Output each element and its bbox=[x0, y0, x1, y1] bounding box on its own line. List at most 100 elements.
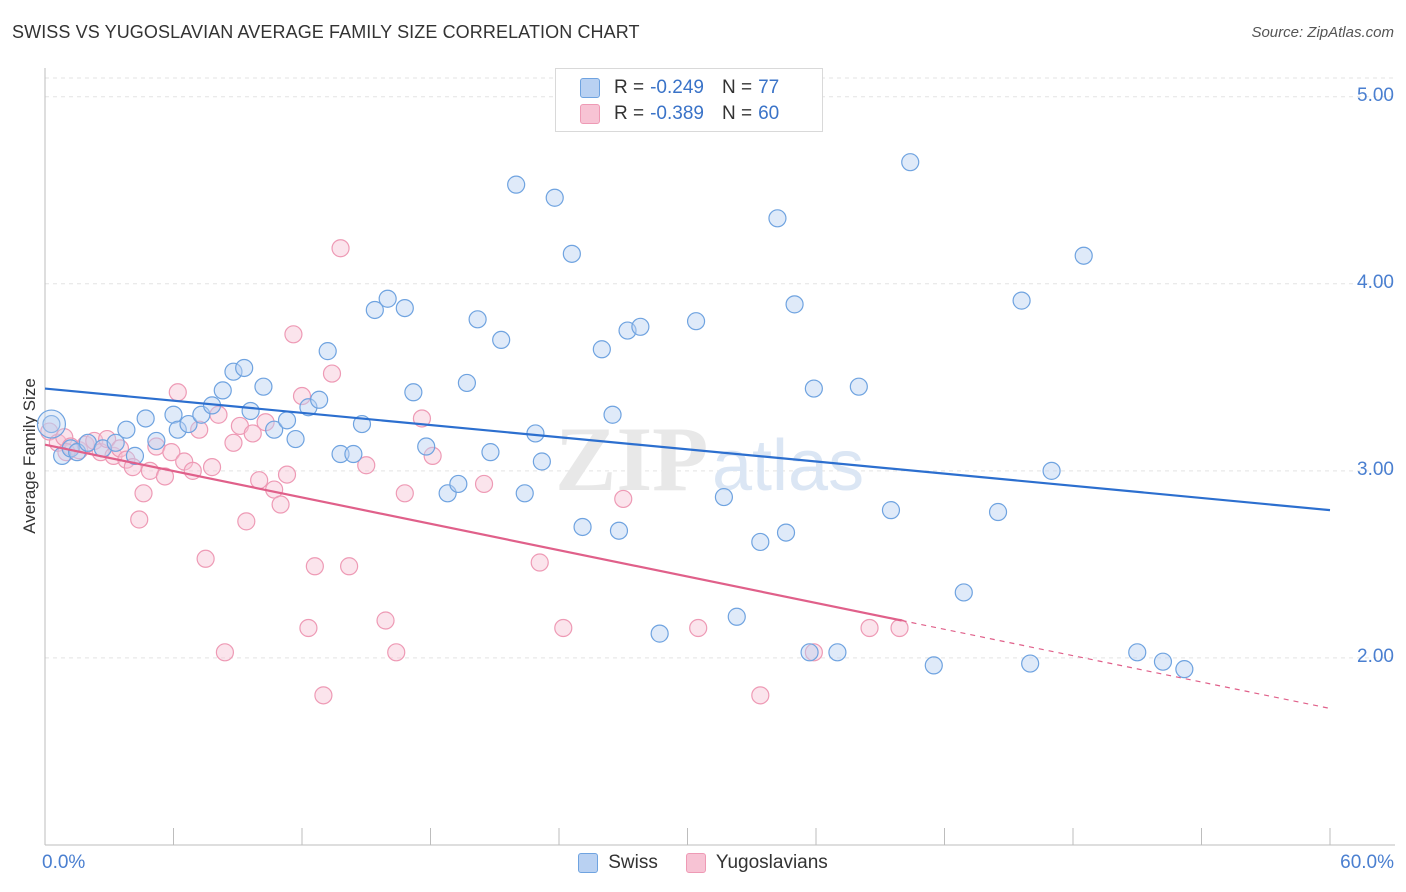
y-tick-label: 5.00 bbox=[1357, 84, 1394, 106]
data-point-swiss bbox=[954, 583, 973, 602]
data-point-swiss bbox=[785, 295, 804, 314]
data-point-yugoslavians bbox=[423, 446, 442, 465]
data-point-swiss bbox=[603, 405, 622, 424]
data-point-swiss bbox=[1074, 246, 1093, 265]
data-point-swiss bbox=[449, 474, 468, 494]
y-tick-label: 4.00 bbox=[1357, 271, 1394, 293]
data-point-yugoslavians bbox=[314, 686, 333, 705]
data-point-yugoslavians bbox=[130, 510, 149, 529]
data-point-yugoslavians bbox=[237, 512, 256, 531]
data-point-swiss bbox=[881, 501, 901, 520]
n-value: 60 bbox=[758, 103, 780, 124]
data-point-yugoslavians bbox=[340, 557, 359, 576]
trend-line-swiss bbox=[44, 387, 1331, 512]
data-point-swiss bbox=[988, 502, 1008, 522]
data-point-swiss bbox=[1175, 660, 1194, 679]
data-point-yugoslavians bbox=[395, 484, 414, 503]
x-tick-min: 0.0% bbox=[42, 852, 86, 873]
legend-label: Yugoslavians bbox=[715, 852, 828, 873]
swiss-swatch bbox=[578, 853, 599, 873]
data-point-swiss bbox=[532, 452, 551, 471]
data-point-swiss bbox=[1153, 652, 1173, 671]
r-value: -0.249 bbox=[650, 77, 704, 98]
data-point-yugoslavians bbox=[804, 643, 823, 662]
data-point-swiss-large bbox=[36, 409, 67, 439]
data-point-yugoslavians bbox=[331, 239, 350, 258]
data-point-swiss bbox=[1012, 291, 1031, 310]
data-point-swiss bbox=[168, 420, 187, 439]
legend-row-yugoslavians: R = -0.389 N = 60 bbox=[580, 102, 779, 126]
data-point-swiss bbox=[164, 405, 183, 424]
y-tick-label: 2.00 bbox=[1357, 645, 1394, 667]
data-point-swiss bbox=[106, 433, 125, 452]
data-point-swiss bbox=[42, 414, 61, 434]
legend-row-swiss: R = -0.249 N = 77 bbox=[580, 76, 779, 100]
data-point-yugoslavians bbox=[215, 643, 234, 662]
data-point-swiss bbox=[265, 420, 284, 439]
series-yugoslavians bbox=[40, 239, 909, 705]
series-legend: Swiss Yugoslavians bbox=[0, 852, 1406, 874]
data-point-swiss bbox=[573, 517, 592, 537]
data-point-yugoslavians bbox=[322, 364, 342, 383]
data-point-yugoslavians bbox=[190, 420, 209, 439]
data-point-yugoslavians bbox=[890, 618, 909, 638]
chart-title: SWISS VS YUGOSLAVIAN AVERAGE FAMILY SIZE… bbox=[12, 22, 640, 42]
data-point-swiss bbox=[147, 431, 166, 451]
yugoslavians-swatch bbox=[685, 853, 706, 873]
data-point-swiss bbox=[776, 523, 796, 542]
data-point-swiss bbox=[299, 398, 318, 417]
data-point-swiss bbox=[751, 532, 770, 552]
data-point-swiss bbox=[235, 358, 254, 378]
legend-item-swiss[interactable]: Swiss bbox=[578, 852, 658, 874]
data-point-swiss bbox=[468, 310, 487, 329]
data-point-yugoslavians bbox=[689, 618, 708, 638]
data-point-swiss bbox=[901, 153, 920, 172]
data-point-swiss bbox=[515, 484, 534, 503]
data-point-swiss bbox=[768, 209, 787, 228]
data-point-yugoslavians bbox=[243, 424, 262, 443]
data-point-swiss bbox=[224, 362, 243, 381]
data-point-swiss bbox=[507, 175, 526, 194]
n-label: N = bbox=[721, 103, 753, 124]
legend-item-yugoslavians[interactable]: Yugoslavians bbox=[685, 852, 828, 874]
data-point-yugoslavians bbox=[376, 611, 395, 630]
data-point-swiss bbox=[310, 390, 329, 409]
data-point-yugoslavians bbox=[292, 386, 312, 406]
source-label: Source: ZipAtlas.com bbox=[1251, 24, 1394, 41]
data-point-yugoslavians bbox=[277, 465, 297, 484]
data-point-yugoslavians bbox=[614, 489, 633, 509]
data-point-yugoslavians bbox=[530, 553, 549, 572]
data-point-swiss bbox=[592, 340, 611, 359]
data-point-yugoslavians bbox=[305, 557, 324, 576]
n-label: N = bbox=[721, 77, 753, 98]
data-point-swiss bbox=[727, 607, 746, 626]
trend-line-yugoslavians-extension bbox=[901, 619, 1331, 710]
y-tick-label: 3.00 bbox=[1357, 458, 1394, 480]
data-point-swiss bbox=[545, 188, 564, 207]
data-point-swiss bbox=[631, 317, 650, 336]
data-point-yugoslavians bbox=[162, 443, 181, 462]
series-swiss bbox=[36, 153, 1194, 679]
watermark-atlas: atlas bbox=[712, 426, 864, 506]
data-point-yugoslavians bbox=[860, 618, 879, 638]
data-point-yugoslavians bbox=[196, 549, 215, 568]
data-point-swiss bbox=[365, 300, 384, 320]
data-point-yugoslavians bbox=[168, 383, 187, 402]
data-point-swiss bbox=[650, 624, 669, 643]
data-point-swiss bbox=[179, 414, 198, 434]
n-value: 77 bbox=[758, 77, 780, 98]
data-point-swiss bbox=[1042, 461, 1061, 480]
data-point-swiss bbox=[492, 330, 511, 350]
swiss-swatch bbox=[580, 78, 600, 98]
data-point-swiss bbox=[1128, 643, 1147, 662]
data-point-swiss bbox=[457, 373, 477, 393]
data-point-yugoslavians bbox=[387, 643, 406, 662]
data-point-swiss bbox=[117, 420, 136, 439]
data-point-swiss bbox=[125, 446, 145, 465]
trend-line-yugoslavians bbox=[44, 443, 902, 622]
data-point-yugoslavians bbox=[554, 618, 573, 638]
data-point-yugoslavians bbox=[474, 474, 494, 494]
data-point-swiss bbox=[213, 381, 232, 400]
data-point-swiss bbox=[277, 411, 297, 430]
